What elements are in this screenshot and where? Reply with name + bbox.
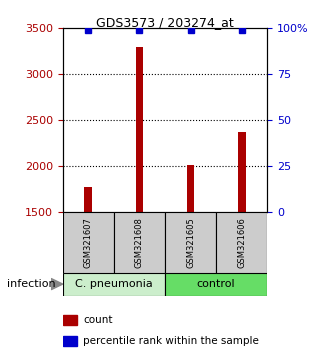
Bar	[84, 187, 92, 212]
Polygon shape	[51, 279, 63, 290]
FancyBboxPatch shape	[165, 212, 216, 273]
Bar	[238, 132, 246, 212]
Text: GSM321608: GSM321608	[135, 217, 144, 268]
Text: GSM321605: GSM321605	[186, 217, 195, 268]
Text: count: count	[83, 315, 113, 325]
FancyBboxPatch shape	[63, 273, 165, 296]
Text: GSM321606: GSM321606	[237, 217, 246, 268]
Text: infection: infection	[7, 279, 55, 289]
Bar	[63, 336, 77, 346]
Bar	[136, 47, 143, 212]
FancyBboxPatch shape	[165, 273, 267, 296]
Text: percentile rank within the sample: percentile rank within the sample	[83, 336, 259, 346]
Bar	[187, 165, 194, 212]
Bar	[63, 315, 77, 325]
Text: GSM321607: GSM321607	[84, 217, 93, 268]
Text: GDS3573 / 203274_at: GDS3573 / 203274_at	[96, 16, 234, 29]
Text: C. pneumonia: C. pneumonia	[75, 279, 153, 289]
FancyBboxPatch shape	[63, 212, 114, 273]
FancyBboxPatch shape	[216, 212, 267, 273]
FancyBboxPatch shape	[114, 212, 165, 273]
Text: control: control	[197, 279, 236, 289]
